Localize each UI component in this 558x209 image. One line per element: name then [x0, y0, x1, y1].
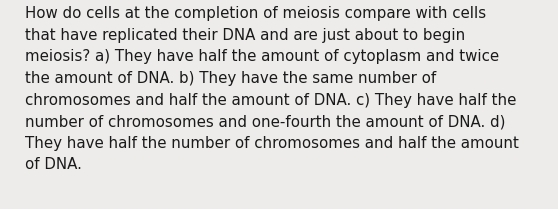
Text: How do cells at the completion of meiosis compare with cells
that have replicate: How do cells at the completion of meiosi…: [25, 6, 519, 172]
